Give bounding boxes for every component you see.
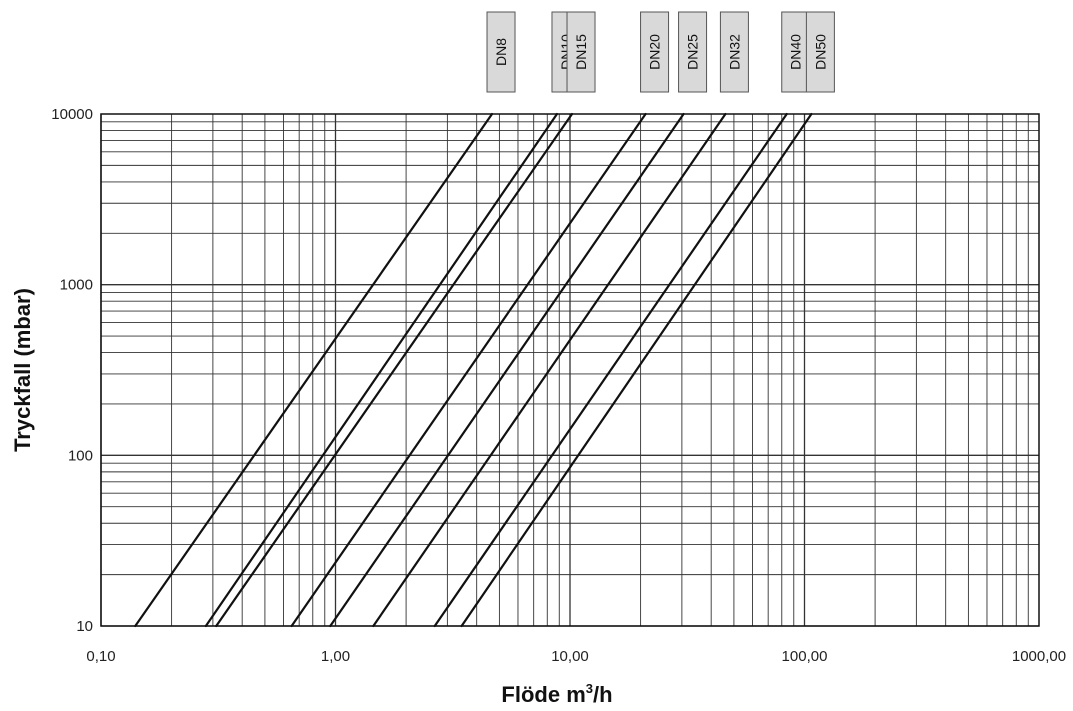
series-label-dn50: DN50 xyxy=(805,11,835,93)
series-label-box xyxy=(781,11,811,93)
series-label-dn40: DN40 xyxy=(781,11,811,93)
y-tick-label: 100 xyxy=(68,447,93,464)
series-label-dn25: DN25 xyxy=(678,11,708,93)
series-label-dn8: DN8 xyxy=(486,11,516,93)
x-tick-labels: 0,10 1,00 10,00 100,00 1000,00 xyxy=(86,648,1066,665)
series-labels: DN8 DN10 DN15 DN20 DN25 DN32 DN40 DN50 xyxy=(486,11,835,93)
x-axis-title-main: Flöde m xyxy=(501,682,585,707)
y-tick-label: 10 xyxy=(76,618,93,635)
series-line-dn20 xyxy=(290,112,647,628)
series-label-box xyxy=(678,11,708,93)
series-lines xyxy=(134,112,813,628)
y-tick-label: 1000 xyxy=(60,277,93,294)
grid xyxy=(100,114,1039,627)
series-line-dn50 xyxy=(460,112,813,628)
series-label-text: DN20 xyxy=(647,34,663,70)
series-label-box xyxy=(805,11,835,93)
series-label-box xyxy=(640,11,670,93)
x-axis-title: Flöde m3/h xyxy=(501,681,612,707)
x-tick-label: 10,00 xyxy=(551,648,589,665)
x-tick-label: 1,00 xyxy=(321,648,350,665)
x-tick-label: 0,10 xyxy=(86,648,115,665)
series-line-dn15 xyxy=(215,112,574,628)
y-tick-labels: 10 100 1000 10000 xyxy=(51,106,93,635)
series-label-text: DN40 xyxy=(788,34,804,70)
y-tick-label: 10000 xyxy=(51,106,93,123)
x-axis-title-tail: /h xyxy=(593,682,613,707)
series-label-text: DN25 xyxy=(685,34,701,70)
plot-frame xyxy=(100,113,1040,627)
series-line-dn25 xyxy=(329,112,685,628)
series-label-text: DN15 xyxy=(573,34,589,70)
series-label-dn20: DN20 xyxy=(640,11,670,93)
series-label-text: DN32 xyxy=(726,34,742,70)
x-axis-title-sup: 3 xyxy=(586,681,593,696)
series-label-box xyxy=(486,11,516,93)
series-line-dn32 xyxy=(372,112,727,628)
series-label-box xyxy=(566,11,596,93)
series-label-dn32: DN32 xyxy=(719,11,749,93)
x-tick-label: 1000,00 xyxy=(1012,648,1066,665)
x-tick-label: 100,00 xyxy=(782,648,828,665)
series-label-text: DN50 xyxy=(812,34,828,70)
y-axis-title: Tryckfall (mbar) xyxy=(10,288,35,452)
series-line-dn8 xyxy=(134,112,494,628)
series-label-box xyxy=(719,11,749,93)
series-line-dn10 xyxy=(204,112,559,628)
series-line-dn40 xyxy=(433,112,788,628)
series-label-text: DN8 xyxy=(493,38,509,66)
series-label-dn15: DN15 xyxy=(566,11,596,93)
